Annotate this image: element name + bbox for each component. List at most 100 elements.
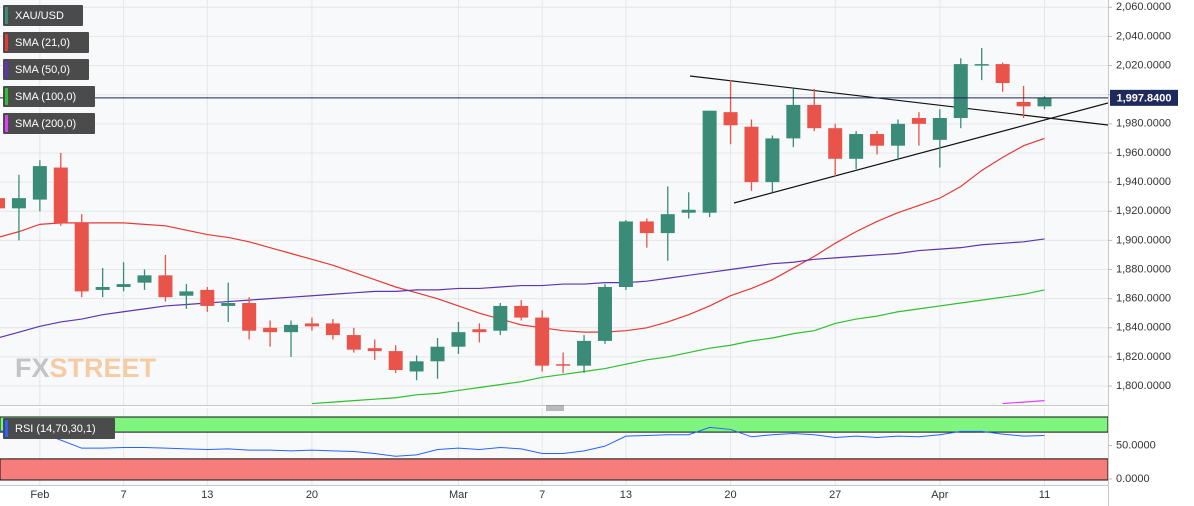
trendline [689, 75, 1108, 126]
axes: 2,060.00002,040.00002,020.00002,000.0000… [30, 1, 1178, 501]
last-price-box [1110, 89, 1178, 106]
legend-item[interactable]: SMA (200,0) [3, 113, 95, 134]
candle-body [74, 222, 89, 292]
candle-body [765, 138, 780, 183]
legend-item[interactable]: SMA (100,0) [3, 86, 95, 107]
legend-swatch [5, 420, 8, 437]
legend-label: XAU/USD [15, 10, 64, 22]
legend-item[interactable]: SMA (21,0) [3, 32, 89, 53]
y-tick-label: 1,920.0000 [1116, 205, 1171, 217]
candle-body [786, 104, 801, 139]
legend-box [3, 59, 89, 80]
candle-body [304, 323, 319, 327]
legend-swatch [5, 7, 8, 24]
y-tick-label: 2,060.0000 [1116, 1, 1171, 13]
y-tick-label: 1,820.0000 [1116, 351, 1171, 363]
oversold-band [0, 458, 1108, 481]
y-tick-label: 1,860.0000 [1116, 293, 1171, 305]
legend-box [3, 418, 115, 439]
x-tick-label: 7 [539, 489, 545, 501]
x-tick-label: Apr [931, 489, 948, 501]
candle-body [472, 329, 487, 333]
panel-handle[interactable] [546, 405, 564, 411]
rsi-line [0, 426, 1045, 457]
sma-line [0, 238, 1045, 339]
x-tick-label: 20 [306, 489, 318, 501]
legend-item[interactable]: XAU/USD [3, 5, 83, 26]
candle-body [702, 110, 717, 213]
candle-body [911, 118, 926, 124]
legend-box [3, 113, 95, 134]
y-tick-label: 2,040.0000 [1116, 30, 1171, 42]
candle-body [723, 112, 738, 126]
candle-body [577, 340, 592, 366]
x-tick-label: 27 [829, 489, 841, 501]
candle-body [890, 123, 905, 146]
candle-body [263, 327, 278, 333]
candle-body [849, 134, 864, 159]
candle-body [388, 351, 403, 371]
x-tick-label: Feb [30, 489, 49, 501]
candle-body [430, 346, 445, 362]
candle-body [1016, 101, 1031, 107]
candle-body [451, 332, 466, 347]
legend-swatch [5, 88, 8, 105]
x-tick-label: 13 [620, 489, 632, 501]
legend-item[interactable]: RSI (14,70,30,1) [3, 418, 115, 439]
x-tick-label: Mar [449, 489, 468, 501]
y-tick-label: 1,980.0000 [1116, 118, 1171, 130]
candle-body [618, 221, 633, 287]
legend-swatch [5, 115, 8, 132]
legend-label: SMA (21,0) [15, 37, 70, 49]
sma-line [1002, 400, 1045, 405]
candle-body [953, 64, 968, 119]
legend-label: SMA (50,0) [15, 64, 70, 76]
candle-body [1037, 97, 1052, 107]
candle-body [284, 324, 299, 333]
legend-box [3, 32, 89, 53]
candle-body [179, 291, 194, 296]
candle-body [660, 214, 675, 234]
rsi-tick-label: 50.0000 [1116, 439, 1156, 451]
legend-item[interactable]: SMA (50,0) [3, 59, 89, 80]
rsi-tick-label: 0.0000 [1116, 473, 1150, 485]
candle-body [116, 284, 131, 287]
candle-body [556, 364, 571, 366]
candle-body [744, 126, 759, 183]
price-panel: FX STREET [0, 48, 1108, 405]
candle-body [221, 303, 236, 306]
candle-body [200, 289, 215, 306]
sma-line [0, 137, 1045, 333]
x-tick-label: 13 [201, 489, 213, 501]
candle-body [995, 64, 1010, 84]
watermark: FX [15, 353, 50, 383]
legend-label: SMA (200,0) [15, 118, 76, 130]
y-tick-label: 1,960.0000 [1116, 147, 1171, 159]
candle-body [242, 303, 257, 331]
candle-body [53, 167, 68, 223]
x-tick-label: 7 [121, 489, 127, 501]
legend-swatch [5, 61, 8, 78]
y-tick-label: 2,020.0000 [1116, 59, 1171, 71]
y-tick-label: 1,940.0000 [1116, 176, 1171, 188]
candle-body [807, 104, 822, 129]
candle-body [325, 323, 340, 336]
candle-body [95, 286, 110, 290]
watermark: STREET [50, 353, 157, 383]
candle-body [535, 317, 550, 366]
candle-body [137, 275, 152, 283]
candle-body [932, 118, 947, 140]
candle-body [870, 134, 885, 146]
candle-body [32, 166, 47, 200]
overbought-band [0, 416, 1108, 433]
plot-background [0, 0, 1108, 405]
candle-body [639, 221, 654, 234]
y-tick-label: 1,880.0000 [1116, 263, 1171, 275]
candle-body [409, 361, 424, 372]
candle-body [367, 348, 382, 352]
candle-body [597, 286, 612, 341]
y-tick-label: 1,900.0000 [1116, 234, 1171, 246]
candle-body [158, 275, 173, 298]
y-tick-label: 1,840.0000 [1116, 322, 1171, 334]
